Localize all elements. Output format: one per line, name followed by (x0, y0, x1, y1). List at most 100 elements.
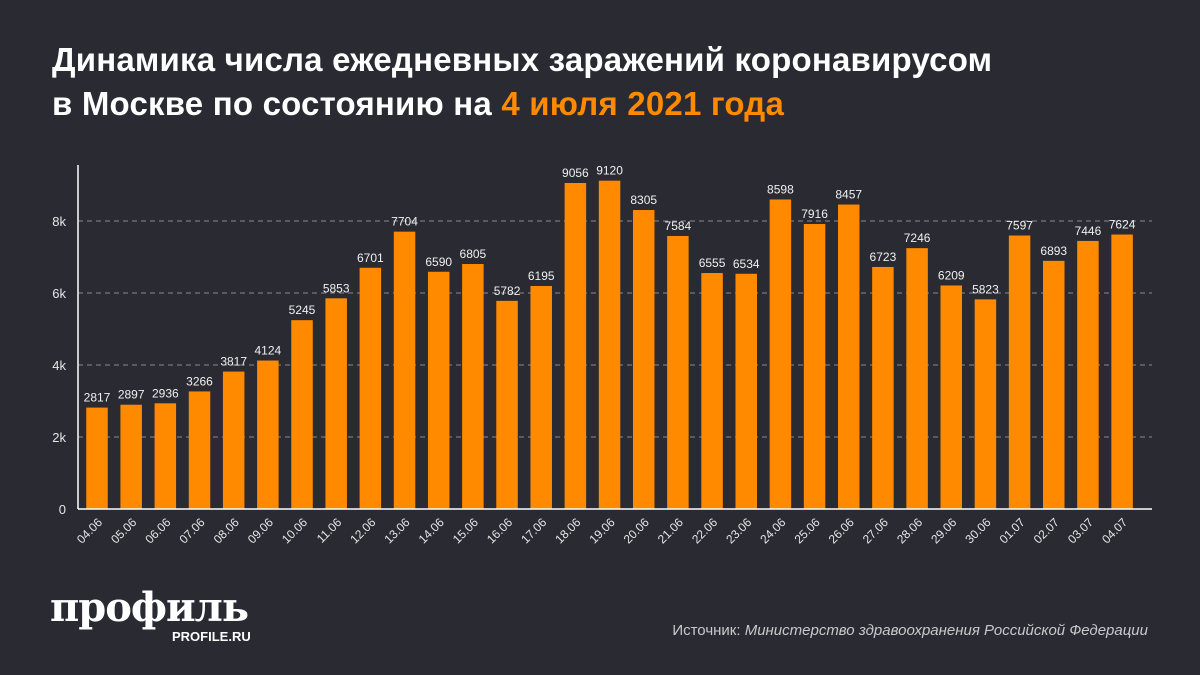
x-tick-label: 30.06 (962, 515, 993, 546)
bar (1043, 260, 1065, 509)
chart-title: Динамика числа ежедневных заражений коро… (52, 38, 992, 126)
bar (393, 231, 416, 509)
x-tick-label: 16.06 (484, 515, 515, 546)
bar (906, 248, 928, 510)
data-label: 7597 (1006, 219, 1033, 233)
bar (803, 224, 826, 510)
data-label: 7704 (391, 215, 418, 229)
data-label: 6195 (528, 269, 555, 283)
x-tick-label: 28.06 (894, 515, 925, 546)
y-tick-label: 4k (52, 358, 66, 373)
x-tick-label: 02.07 (1031, 515, 1062, 546)
data-label: 7916 (801, 207, 828, 221)
x-tick-label: 17.06 (518, 515, 549, 546)
data-label: 7246 (904, 231, 931, 245)
data-label: 6590 (425, 255, 452, 269)
x-tick-label: 04.06 (74, 515, 105, 546)
profile-logo-url: PROFILE.RU (172, 629, 251, 644)
data-label: 5245 (289, 303, 316, 317)
x-tick-label: 25.06 (792, 515, 823, 546)
x-tick-label: 07.06 (176, 515, 207, 546)
data-label: 8305 (630, 193, 657, 207)
data-label: 9056 (562, 166, 589, 180)
bar (291, 320, 313, 509)
profile-logo: профиль (50, 584, 249, 631)
bar (564, 182, 587, 509)
x-tick-label: 12.06 (347, 515, 378, 546)
data-label: 4124 (254, 344, 281, 358)
title-line-2: в Москве по состоянию на 4 июля 2021 год… (52, 82, 992, 126)
bar (872, 266, 894, 509)
bar (257, 360, 279, 509)
bar (667, 235, 689, 509)
bar (598, 180, 621, 509)
bar (120, 404, 142, 509)
y-tick-label: 2k (52, 430, 66, 445)
data-label: 7624 (1109, 218, 1136, 232)
bar (188, 391, 211, 509)
data-label: 6805 (460, 247, 487, 261)
data-label: 6701 (357, 251, 384, 265)
x-tick-label: 01.07 (997, 515, 1028, 546)
x-tick-label: 06.06 (142, 515, 173, 546)
data-label: 8598 (767, 182, 794, 196)
data-label: 8457 (835, 188, 862, 202)
x-tick-label: 09.06 (245, 515, 276, 546)
bar (86, 407, 108, 509)
x-tick-label: 24.06 (757, 515, 788, 546)
data-label: 5853 (323, 281, 350, 295)
x-tick-label: 11.06 (314, 515, 345, 546)
x-tick-label: 14.06 (416, 515, 447, 546)
x-tick-label: 18.06 (552, 515, 583, 546)
bar (530, 285, 552, 509)
data-label: 6893 (1040, 244, 1067, 258)
bar (154, 403, 177, 509)
y-tick-label: 0 (59, 502, 66, 517)
x-tick-label: 15.06 (450, 515, 481, 546)
data-label: 6534 (733, 257, 760, 271)
source-text: Министерство здравоохранения Российской … (744, 622, 1148, 639)
data-label: 3817 (220, 355, 247, 369)
bar (1111, 234, 1133, 509)
x-tick-label: 19.06 (587, 515, 618, 546)
data-label: 3266 (186, 374, 213, 388)
data-label: 6723 (870, 250, 897, 264)
x-tick-label: 10.06 (279, 515, 310, 546)
y-tick-label: 6k (52, 286, 66, 301)
y-tick-label: 8k (52, 214, 66, 229)
bar (735, 273, 757, 509)
data-label: 5823 (972, 282, 999, 296)
data-label: 7446 (1075, 224, 1102, 238)
x-tick-label: 29.06 (928, 515, 959, 546)
data-label: 6209 (938, 268, 965, 282)
title-prefix: в Москве по состоянию на (52, 85, 502, 122)
bar (222, 371, 245, 509)
x-tick-label: 22.06 (689, 515, 720, 546)
x-tick-label: 08.06 (211, 515, 242, 546)
bar (1008, 235, 1031, 509)
bar (974, 299, 997, 509)
bar (632, 210, 655, 509)
x-tick-label: 04.07 (1099, 515, 1130, 546)
bar (837, 204, 860, 509)
x-tick-label: 05.06 (108, 515, 139, 546)
bar (701, 273, 723, 509)
bar (496, 300, 518, 509)
x-tick-label: 03.07 (1065, 515, 1096, 546)
x-tick-label: 20.06 (621, 515, 652, 546)
title-date: 4 июля 2021 года (501, 85, 784, 122)
x-tick-label: 21.06 (655, 515, 686, 546)
x-tick-label: 27.06 (860, 515, 891, 546)
source-note: Источник: Министерство здравоохранения Р… (672, 622, 1148, 639)
data-label: 9120 (596, 164, 623, 178)
bar (1077, 240, 1099, 509)
bar (325, 298, 347, 509)
source-label: Источник: (672, 622, 745, 639)
title-line-1: Динамика числа ежедневных заражений коро… (52, 41, 993, 78)
bar (769, 199, 792, 510)
x-tick-label: 13.06 (382, 515, 413, 546)
data-label: 2817 (84, 391, 111, 405)
data-label: 7584 (665, 219, 692, 233)
data-label: 2897 (118, 388, 145, 402)
